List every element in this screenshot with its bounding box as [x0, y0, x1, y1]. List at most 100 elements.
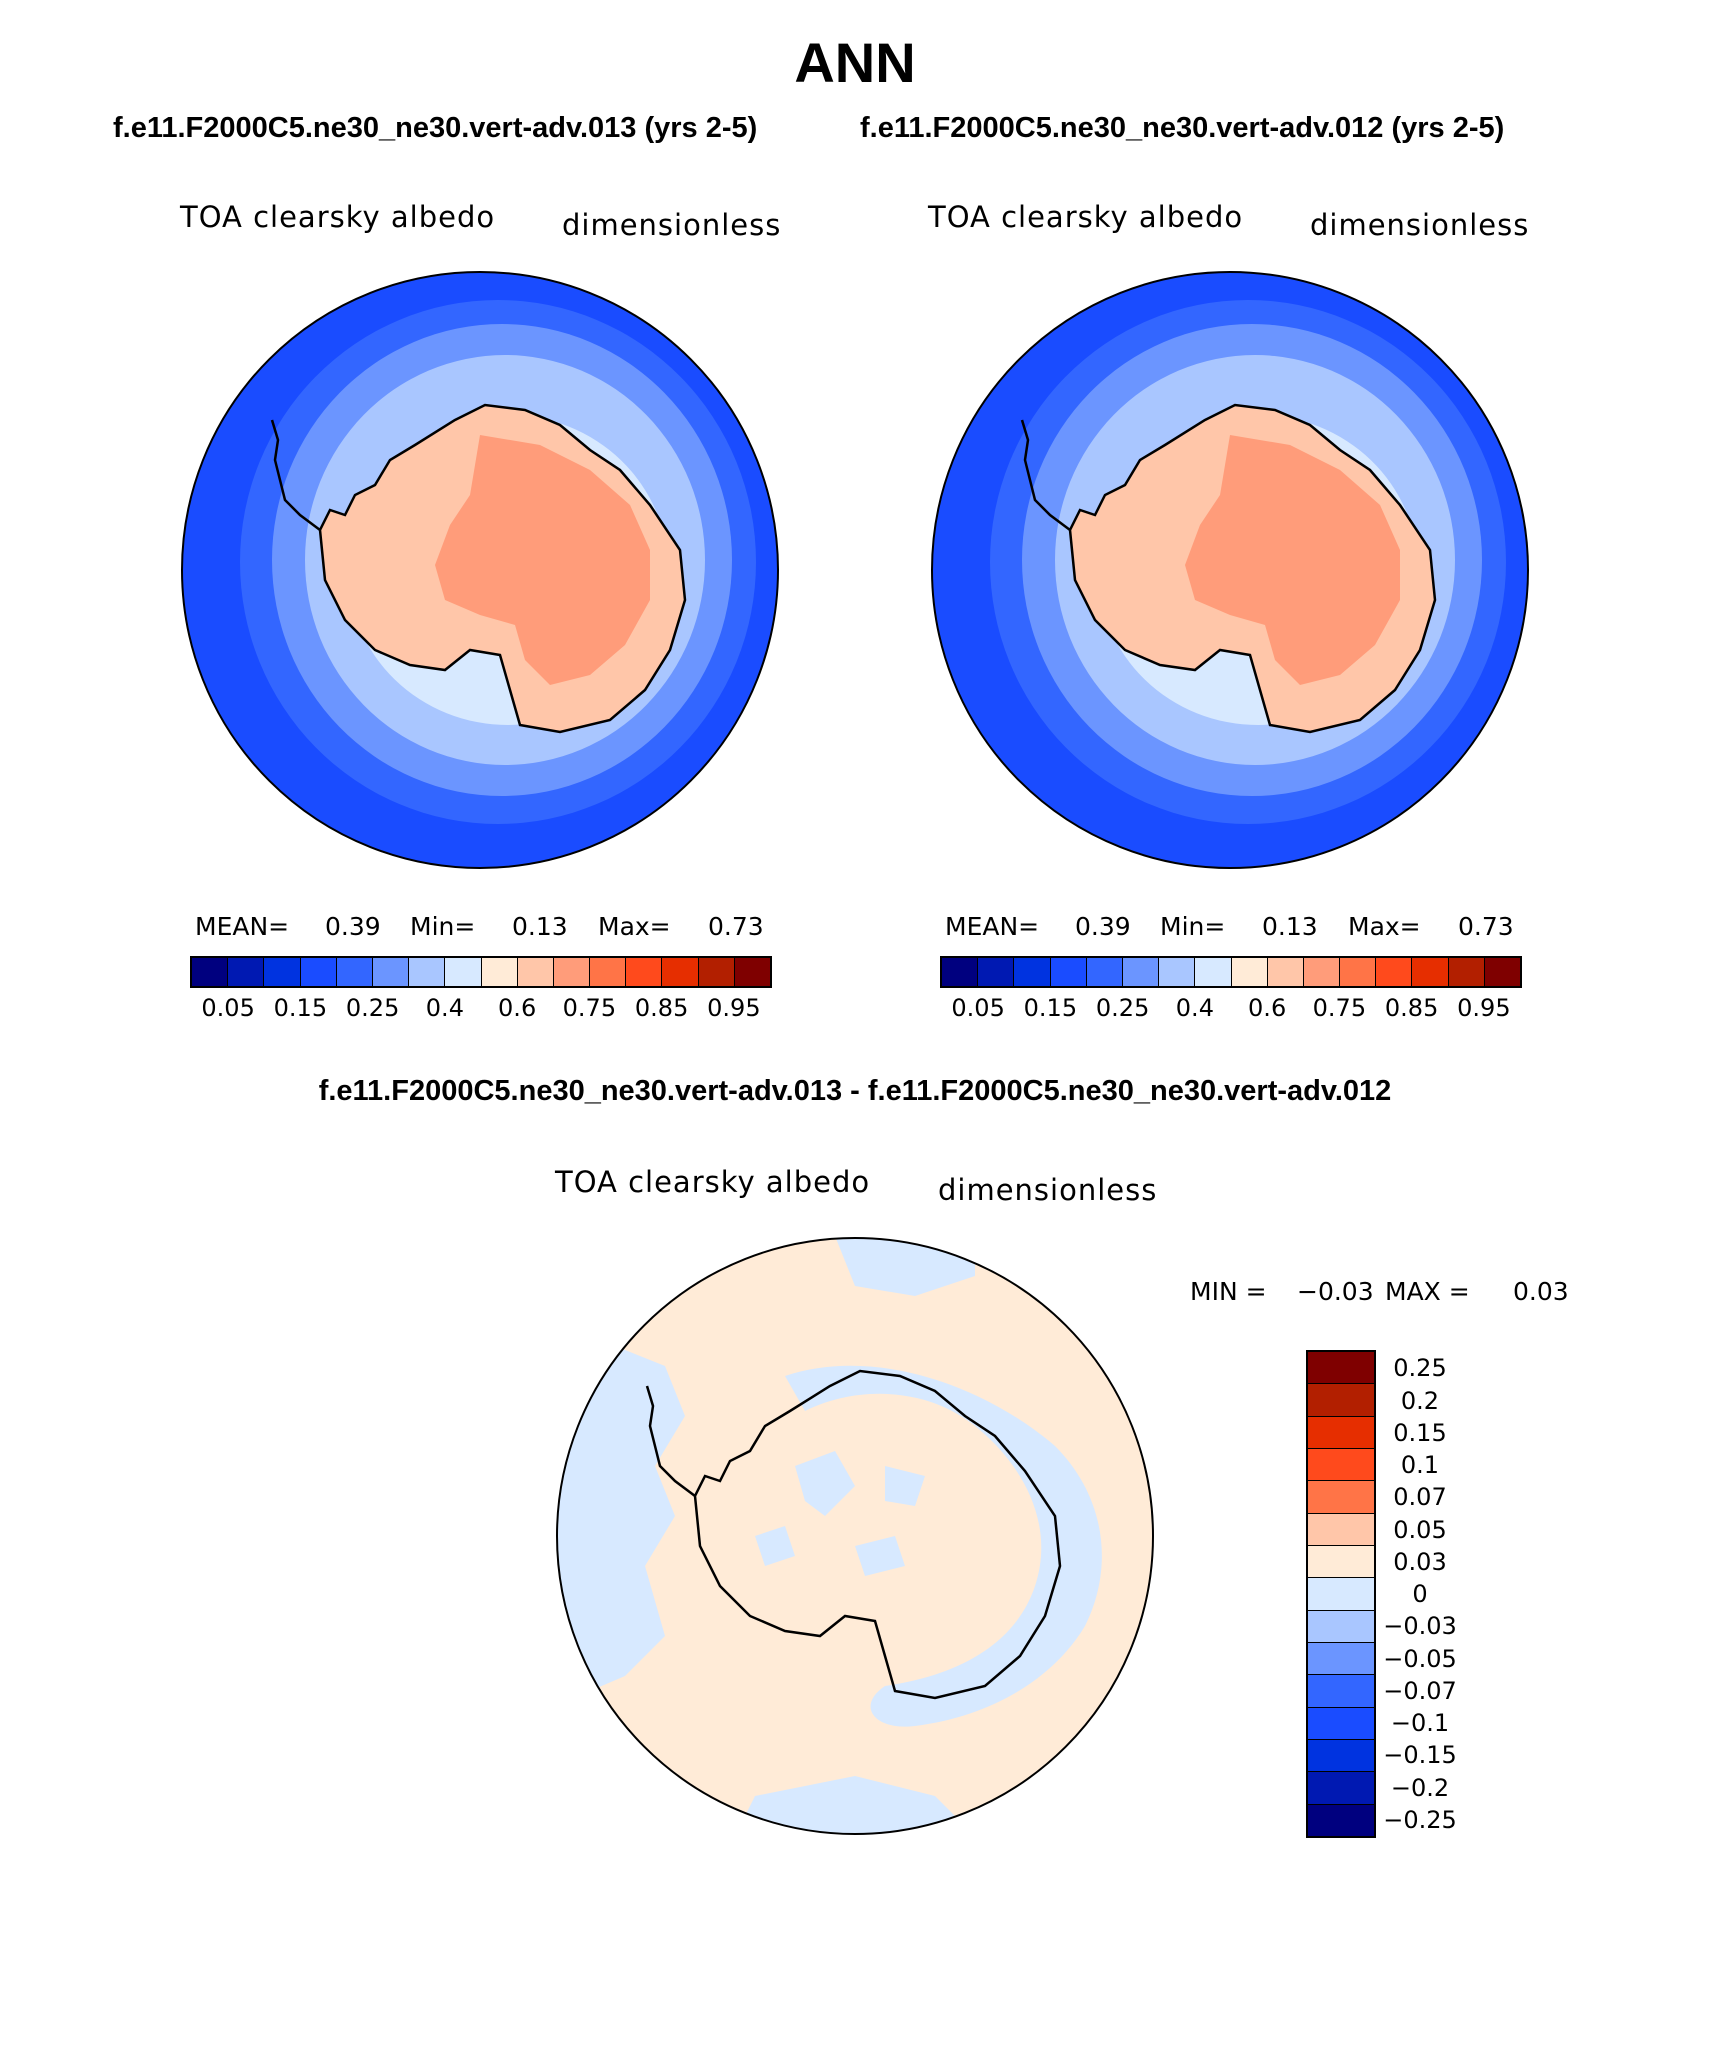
colorbar-swatch	[662, 958, 699, 986]
panel-1-max-label: Max=	[598, 912, 671, 941]
panel-1-min-label: Min=	[410, 912, 476, 941]
panel-1-mean-value: 0.39	[325, 912, 381, 941]
diff-negative-region-south	[735, 1776, 975, 1834]
colorbar-swatch	[942, 958, 979, 986]
antarctic-plateau-contour	[435, 435, 650, 685]
colorbar-tick-label: 0.15	[1023, 994, 1078, 1022]
colorbar-tick-label: −0.07	[1383, 1676, 1457, 1705]
antarctic-peninsula	[1020, 419, 1071, 531]
colorbar-swatch	[698, 958, 735, 986]
difference-units-label: dimensionless	[938, 1173, 1158, 1207]
colorbar-swatch	[1122, 958, 1160, 986]
colorbar-tick-label: 0.05	[201, 994, 255, 1022]
colorbar-swatch	[336, 958, 373, 986]
antarctic-peninsula	[270, 419, 321, 531]
panel-1-variable-label: TOA clearsky albedo	[180, 200, 496, 234]
difference-colorbar	[1306, 1350, 1376, 1838]
colorbar-swatch	[1308, 1804, 1374, 1836]
colorbar-swatch	[372, 958, 410, 986]
colorbar-swatch	[1267, 958, 1304, 986]
panel-2-polar-map	[931, 271, 1529, 869]
colorbar-tick-label: 0.95	[707, 994, 761, 1022]
colorbar-swatch	[1014, 958, 1051, 986]
colorbar-tick-label: 0.6	[1248, 994, 1287, 1022]
colorbar-tick-label: −0.25	[1383, 1806, 1457, 1834]
colorbar-swatch	[1086, 958, 1123, 986]
colorbar-tick-label: 0.15	[1393, 1418, 1447, 1447]
colorbar-tick-label: −0.15	[1383, 1741, 1457, 1770]
colorbar-swatch	[1308, 1772, 1374, 1805]
colorbar-swatch	[1050, 958, 1087, 986]
colorbar-swatch	[192, 958, 229, 986]
colorbar-swatch	[1308, 1416, 1374, 1449]
colorbar-tick-label: 0.4	[425, 994, 464, 1022]
colorbar-tick-label: 0.25	[345, 994, 400, 1022]
colorbar-tick-label: −0.1	[1390, 1709, 1450, 1738]
colorbar-tick-label: −0.05	[1383, 1644, 1457, 1673]
colorbar-tick-label: −0.2	[1390, 1773, 1450, 1802]
panel-2-max-value: 0.73	[1458, 912, 1514, 941]
difference-max-label: MAX =	[1385, 1277, 1470, 1306]
diff-negative-ring	[785, 1365, 1102, 1727]
colorbar-swatch	[1484, 958, 1520, 986]
colorbar-swatch	[445, 958, 482, 986]
panel-2-units-label: dimensionless	[1310, 208, 1530, 242]
colorbar-tick-label: 0.75	[1312, 994, 1367, 1022]
colorbar-tick-label: 0.4	[1175, 994, 1214, 1022]
colorbar-swatch	[1308, 1513, 1374, 1546]
colorbar-swatch	[553, 958, 591, 986]
panel-1-units-label: dimensionless	[562, 208, 782, 242]
colorbar-swatch	[1308, 1739, 1374, 1773]
colorbar-swatch	[1340, 958, 1377, 986]
antarctic-plateau-contour	[1185, 435, 1400, 685]
panel-2-mean-label: MEAN=	[945, 912, 1040, 941]
colorbar-swatch	[734, 958, 770, 986]
colorbar-swatch	[1308, 1545, 1374, 1579]
colorbar-tick-label: 0.85	[634, 994, 689, 1022]
colorbar-tick-label: 0.03	[1393, 1547, 1447, 1576]
panel-2-min-label: Min=	[1160, 912, 1226, 941]
panel-1-min-value: 0.13	[512, 912, 568, 941]
main-title: ANN	[794, 31, 916, 94]
colorbar-tick-label: 0.95	[1457, 994, 1511, 1022]
colorbar-swatch	[1195, 958, 1232, 986]
colorbar-swatch	[1308, 1610, 1374, 1643]
colorbar-swatch	[1308, 1384, 1374, 1417]
panel-2-max-label: Max=	[1348, 912, 1421, 941]
difference-variable-label: TOA clearsky albedo	[555, 1165, 871, 1199]
colorbar-swatch	[228, 958, 265, 986]
antarctica-coastline	[693, 1369, 1062, 1700]
colorbar-tick-label: 0.85	[1384, 994, 1439, 1022]
antarctic-peninsula	[645, 1385, 696, 1497]
colorbar-tick-label: 0.05	[951, 994, 1005, 1022]
colorbar-tick-label: 0.6	[498, 994, 537, 1022]
colorbar-swatch	[1308, 1481, 1374, 1514]
panel-2-mean-value: 0.39	[1075, 912, 1131, 941]
difference-min-label: MIN =	[1190, 1277, 1267, 1306]
colorbar-swatch	[300, 958, 337, 986]
colorbar-swatch	[1303, 958, 1341, 986]
colorbar-tick-label: 0.25	[1095, 994, 1150, 1022]
colorbar-swatch	[409, 958, 446, 986]
colorbar-swatch	[1448, 958, 1485, 986]
panel-2-min-value: 0.13	[1262, 912, 1318, 941]
colorbar-swatch	[1376, 958, 1413, 986]
panel-1-polar-map	[181, 271, 779, 869]
colorbar-swatch	[1231, 958, 1268, 986]
difference-max-value: 0.03	[1513, 1277, 1569, 1306]
panel-1-mean-label: MEAN=	[195, 912, 290, 941]
panel-2-case-title: f.e11.F2000C5.ne30_ne30.vert-adv.012 (yr…	[860, 112, 1505, 144]
colorbar-tick-label: 0.15	[273, 994, 328, 1022]
colorbar-swatch	[1308, 1448, 1374, 1482]
colorbar-swatch	[1308, 1352, 1374, 1385]
colorbar-tick-label: 0.2	[1400, 1386, 1440, 1415]
colorbar-swatch	[264, 958, 301, 986]
colorbar-tick-label: −0.03	[1383, 1612, 1457, 1641]
colorbar-swatch	[590, 958, 627, 986]
colorbar-swatch	[1308, 1707, 1374, 1740]
panel-1-colorbar	[190, 956, 772, 988]
colorbar-swatch	[1412, 958, 1449, 986]
colorbar-swatch	[1308, 1675, 1374, 1708]
colorbar-tick-label: 0.05	[1393, 1515, 1447, 1544]
colorbar-tick-label: 0.75	[562, 994, 617, 1022]
